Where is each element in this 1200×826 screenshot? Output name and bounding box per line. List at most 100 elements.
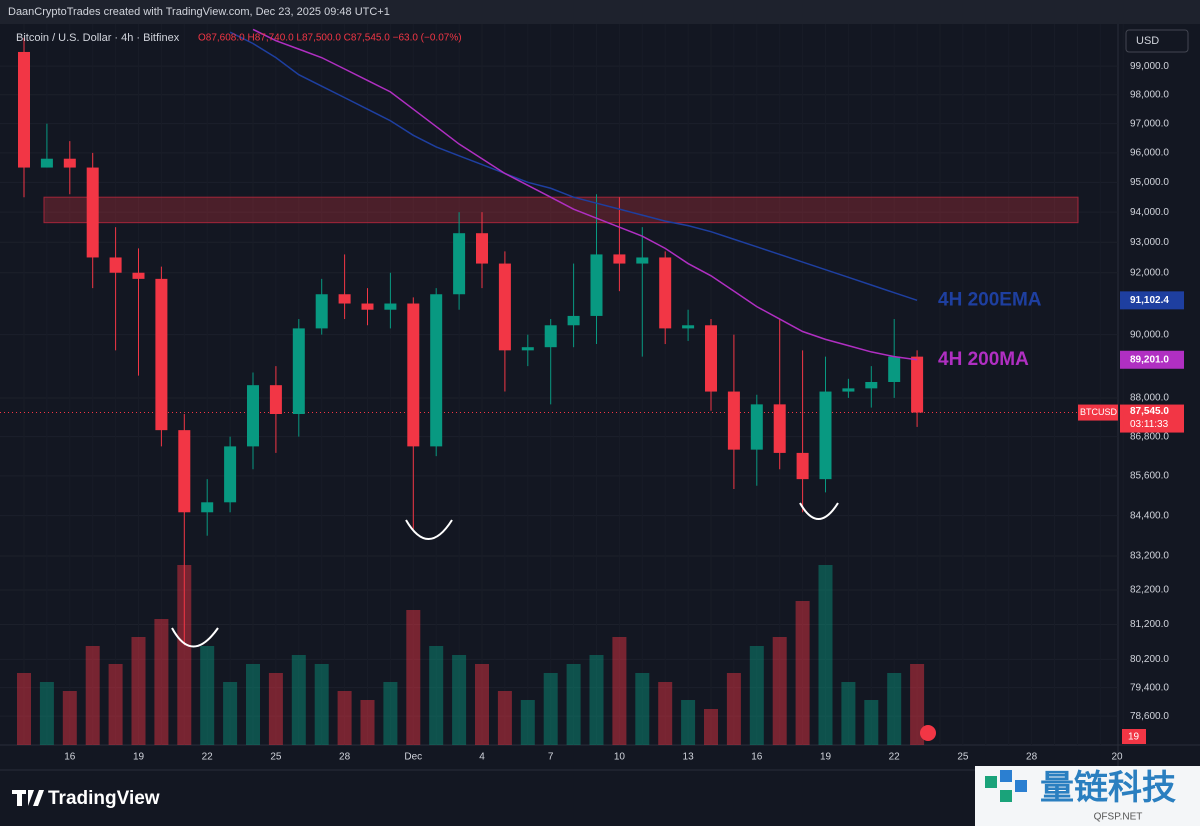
x-tick-label: 10	[614, 752, 626, 763]
candle-body	[338, 294, 351, 304]
volume-bar	[131, 637, 146, 745]
candle-body	[911, 356, 924, 413]
volume-bar	[314, 664, 329, 745]
volume-bar	[566, 664, 581, 745]
y-tick-label: 80,200.0	[1130, 654, 1169, 665]
x-tick-label: 20	[1111, 752, 1123, 763]
x-tick-label: 13	[683, 752, 695, 763]
x-tick-label: Dec	[404, 752, 422, 763]
resistance-zone	[43, 196, 1079, 224]
candle-body	[659, 257, 672, 329]
candle-body	[636, 257, 649, 264]
bottom-arc	[405, 519, 453, 540]
volume-bar	[864, 700, 879, 745]
candle-body	[705, 325, 717, 392]
volume-bar	[749, 646, 764, 745]
header-credit: DaanCryptoTrades created with TradingVie…	[8, 6, 390, 18]
y-tick-label: 86,800.0	[1130, 431, 1169, 442]
symbol-badge	[1078, 404, 1118, 421]
logo-mark	[12, 790, 44, 806]
icon-block	[1015, 780, 1027, 792]
volume-bar	[543, 673, 558, 745]
candle-body	[269, 385, 282, 415]
candle-body	[544, 325, 557, 348]
icon-block	[1000, 770, 1012, 782]
volume-bar	[658, 682, 673, 745]
volume-bar	[681, 700, 696, 745]
watermark: 量链科技	[1040, 769, 1176, 807]
volume-bar	[452, 655, 467, 745]
candle-body	[567, 315, 580, 326]
candle-body	[430, 294, 443, 447]
volume-bar	[39, 682, 54, 745]
candle-body	[865, 381, 878, 389]
candle-body	[842, 388, 855, 392]
volume-bar	[429, 646, 444, 745]
series-name: 4H 200MA	[938, 349, 1029, 370]
symbol-label: BTCUSD	[1080, 407, 1118, 417]
candle-body	[407, 303, 420, 447]
candle-body	[361, 303, 374, 310]
x-tick-label: 4	[479, 752, 485, 763]
icon-block	[985, 776, 997, 788]
y-tick-label: 84,400.0	[1130, 510, 1169, 521]
icon-block	[1000, 790, 1012, 802]
volume-bar	[360, 700, 375, 745]
x-tick-label: 16	[64, 752, 76, 763]
countdown: 03:11:33	[1130, 419, 1169, 430]
volume-bar	[887, 673, 902, 745]
bottom-arc	[799, 502, 839, 520]
x-tick-label: 28	[1026, 752, 1038, 763]
x-tick-label: 22	[889, 752, 901, 763]
series-name: 4H 200EMA	[938, 289, 1042, 310]
candle-body	[773, 404, 786, 453]
event-icon[interactable]	[920, 725, 936, 741]
volume-bar	[497, 691, 512, 745]
volume-bar	[704, 709, 718, 745]
volume-bar	[268, 673, 283, 745]
candle-body	[63, 158, 76, 168]
x-tick-label: 22	[202, 752, 214, 763]
y-tick-label: 99,000.0	[1130, 61, 1169, 72]
volume-bar	[246, 664, 260, 745]
volume-bar	[108, 664, 123, 745]
candle-body	[18, 51, 30, 168]
candle-body	[590, 254, 603, 316]
candle-body	[109, 257, 122, 273]
y-tick-label: 95,000.0	[1130, 177, 1169, 188]
y-tick-label: 85,600.0	[1130, 470, 1169, 481]
y-tick-label: 98,000.0	[1130, 89, 1169, 100]
y-tick-label: 97,000.0	[1130, 118, 1169, 129]
y-tick-label: 79,400.0	[1130, 682, 1169, 693]
y-tick-label: 92,000.0	[1130, 267, 1169, 278]
ma-line	[229, 31, 918, 302]
currency-box[interactable]	[1125, 29, 1189, 53]
last-price-label: 87,545.0	[1130, 406, 1169, 417]
x-tick-label: 28	[339, 752, 351, 763]
volume-bar	[475, 664, 489, 745]
y-tick-label: 81,200.0	[1130, 619, 1169, 630]
x-tick-label: 16	[751, 752, 763, 763]
event-badge-label: 19	[1128, 732, 1140, 743]
volume-bar	[520, 700, 535, 745]
price-badge	[1120, 350, 1184, 369]
bottom-arc	[171, 627, 219, 648]
candle-body	[201, 502, 214, 513]
candle-body	[155, 278, 168, 431]
event-badge	[1122, 729, 1146, 744]
candle-body	[613, 254, 626, 264]
candle-body	[819, 391, 832, 480]
volume-bar	[291, 655, 306, 745]
volume-bar	[62, 691, 77, 745]
y-tick-label: 94,000.0	[1130, 207, 1169, 218]
volume-bar	[383, 682, 398, 745]
watermark-url: QFSP.NET	[1094, 812, 1143, 823]
candle-body	[727, 391, 740, 450]
volume-bar	[337, 691, 352, 745]
candle-body	[476, 233, 488, 264]
symbol-title: Bitcoin / U.S. Dollar · 4h · Bitfinex	[16, 32, 180, 44]
y-tick-label: 83,200.0	[1130, 551, 1169, 562]
candle-body	[315, 294, 328, 329]
header-bar	[0, 0, 1200, 24]
